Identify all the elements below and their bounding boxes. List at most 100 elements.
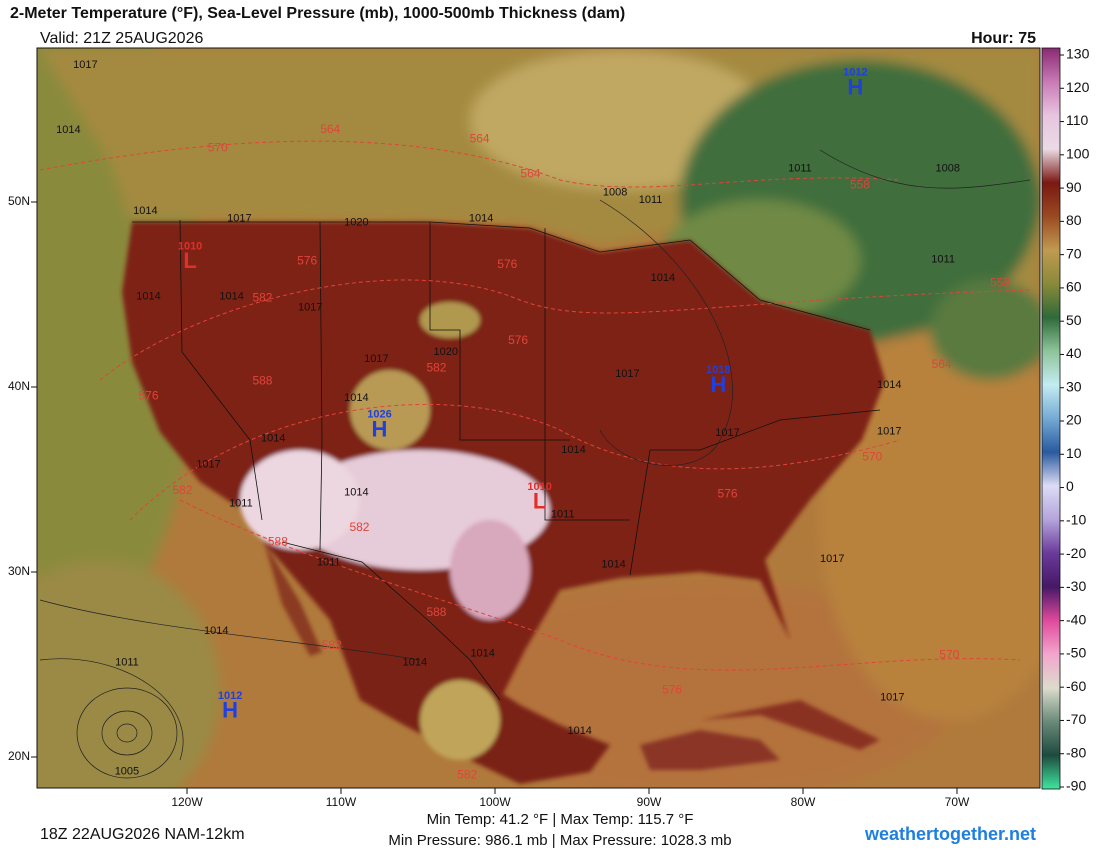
isobar-label: 1014 <box>133 205 157 217</box>
isobars <box>39 149 1031 779</box>
lon-label: 100W <box>479 795 511 809</box>
temperature-field <box>37 48 1040 788</box>
colorbar-label: 0 <box>1066 478 1074 494</box>
title: 2-Meter Temperature (°F), Sea-Level Pres… <box>10 5 625 22</box>
isobar-label: 1017 <box>227 213 251 225</box>
thickness-label: 576 <box>297 253 317 267</box>
colorbar-label: 20 <box>1066 412 1082 428</box>
center-pressure: 1010 <box>527 481 551 493</box>
temp-stats: Min Temp: 41.2 °F | Max Temp: 115.7 °F <box>427 811 694 828</box>
isobar-label: 1008 <box>936 163 960 175</box>
center-pressure: 1026 <box>367 409 391 421</box>
isobar-label: 1011 <box>115 657 139 669</box>
thickness-label: 588 <box>426 605 446 619</box>
colorbar-label: 120 <box>1066 79 1090 95</box>
colorbar-label: 70 <box>1066 245 1082 261</box>
land-field <box>122 222 885 784</box>
center-letter: H <box>710 372 726 397</box>
map-frame <box>36 47 1041 789</box>
colorbar-label: 80 <box>1066 212 1082 228</box>
center-pressure: 1012 <box>218 690 242 702</box>
isobar-label: 1008 <box>603 187 627 199</box>
lat-label: 50N <box>8 194 30 208</box>
colorbar-label: -80 <box>1066 744 1086 760</box>
center-letter: H <box>372 417 388 442</box>
thickness-label: 582 <box>322 638 342 652</box>
colorbar-label: 30 <box>1066 378 1082 394</box>
colorbar-label: 130 <box>1066 46 1090 62</box>
center-pressure: 1010 <box>178 240 202 252</box>
thickness-label: 582 <box>349 520 369 534</box>
thickness-label: 564 <box>320 122 340 136</box>
thickness-label: 570 <box>862 449 882 463</box>
colorbar-label: -30 <box>1066 578 1086 594</box>
isobar-label: 1014 <box>344 392 368 404</box>
thickness-label: 570 <box>939 647 959 661</box>
isobar-label: 1014 <box>204 625 228 637</box>
lon-label: 110W <box>326 795 357 809</box>
thickness-label: 558 <box>850 178 870 192</box>
lat-label: 30N <box>8 564 30 578</box>
isobar-label: 1017 <box>715 427 739 439</box>
lon-label: 70W <box>945 795 970 809</box>
thickness-label: 564 <box>470 131 490 145</box>
colorbar: 1301201101009080706050403020100-10-20-30… <box>1041 46 1090 794</box>
model-run: 18Z 22AUG2026 NAM-12km <box>40 826 245 843</box>
thickness-label: 564 <box>520 166 540 180</box>
isobar-label: 1011 <box>229 497 253 509</box>
center-letter: L <box>183 248 196 273</box>
isobar-label: 1014 <box>469 213 493 225</box>
center-pressure: 1012 <box>843 66 867 78</box>
thickness-label: 576 <box>718 486 738 500</box>
isobar-label: 1014 <box>877 379 901 391</box>
thickness-label: 576 <box>497 257 517 271</box>
colorbar-label: 10 <box>1066 445 1082 461</box>
isobar-label: 1020 <box>433 346 457 358</box>
colorbar-label: 90 <box>1066 179 1082 195</box>
colorbar-ramp <box>1041 47 1061 790</box>
lon-label: 90W <box>637 795 662 809</box>
colorbar-label: -70 <box>1066 711 1086 727</box>
thickness-lines <box>39 140 1031 671</box>
lat-label: 20N <box>8 749 30 763</box>
isobar-label: 1011 <box>317 557 341 569</box>
isobar-label: 1014 <box>567 725 591 737</box>
isobar-label: 1014 <box>136 290 160 302</box>
thickness-label: 582 <box>172 483 192 497</box>
lat-label: 40N <box>8 379 30 393</box>
colorbar-label: -10 <box>1066 512 1086 528</box>
lon-label: 80W <box>791 795 816 809</box>
colorbar-label: 110 <box>1066 112 1089 128</box>
isobar-label: 1011 <box>551 509 575 521</box>
isobar-label: 1017 <box>880 692 904 704</box>
thickness-label: 564 <box>932 357 952 371</box>
isobar-label: 1017 <box>298 301 322 313</box>
pressure-stats: Min Pressure: 986.1 mb | Max Pressure: 1… <box>388 832 731 849</box>
isobar-label: 1017 <box>877 425 901 437</box>
thickness-label: 582 <box>457 768 477 782</box>
valid-time: Valid: 21Z 25AUG2026 <box>40 30 203 47</box>
isobar-label: 1014 <box>219 290 243 302</box>
isobar-label: 1011 <box>931 253 955 265</box>
colorbar-label: 100 <box>1066 146 1090 162</box>
thickness-label: 576 <box>508 333 528 347</box>
forecast-hour: Hour: 75 <box>971 30 1036 47</box>
thickness-label: 576 <box>138 388 158 402</box>
colorbar-label: 40 <box>1066 345 1082 361</box>
thickness-label: 558 <box>990 276 1010 290</box>
colorbar-label: -90 <box>1066 778 1086 794</box>
map: 1017 1014 1014 1017 1020 1014 1008 1011 1014 1014… <box>37 48 1040 788</box>
isobar-label: 1005 <box>115 766 139 778</box>
lon-label: 120W <box>171 795 203 809</box>
colorbar-label: 50 <box>1066 312 1082 328</box>
isobar-label: 1011 <box>788 163 812 175</box>
isobar-label: 1011 <box>639 194 663 206</box>
colorbar-label: -60 <box>1066 678 1086 694</box>
isobar-label: 1017 <box>364 353 388 365</box>
isobar-label: 1020 <box>344 216 368 228</box>
borders <box>132 219 881 701</box>
isobar-label: 1017 <box>73 59 97 71</box>
isobar-label: 1017 <box>615 368 639 380</box>
thickness-label: 588 <box>268 535 288 549</box>
